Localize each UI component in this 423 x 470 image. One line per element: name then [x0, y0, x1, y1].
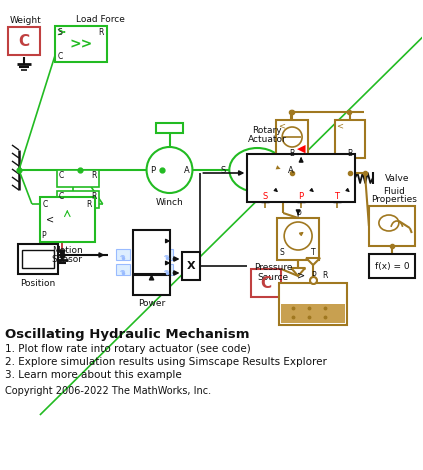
Bar [115, 249, 129, 260]
Text: >>: >> [69, 37, 92, 51]
Text: B: B [347, 149, 352, 157]
Bar [40, 197, 95, 242]
Bar [18, 244, 58, 274]
Bar [369, 206, 415, 246]
Text: 2. Explore simulation results using Simscape Results Explorer: 2. Explore simulation results using Sims… [5, 357, 327, 367]
Text: R: R [91, 171, 96, 180]
Text: <: < [277, 122, 285, 131]
Text: Fluid: Fluid [383, 187, 405, 196]
Bar [156, 123, 184, 133]
Bar [281, 304, 345, 323]
Text: Sensor: Sensor [52, 254, 83, 264]
Text: 3. Learn more about this example: 3. Learn more about this example [5, 370, 182, 380]
Bar [133, 230, 170, 274]
Bar [133, 275, 170, 295]
Text: T: T [311, 248, 316, 257]
Bar [159, 264, 173, 275]
Text: Position: Position [20, 279, 55, 288]
Text: Load Force: Load Force [76, 15, 125, 24]
Text: Actuator: Actuator [248, 134, 287, 143]
Text: Rotary: Rotary [253, 125, 282, 134]
Text: R: R [322, 271, 328, 280]
Polygon shape [291, 268, 305, 276]
Text: P: P [299, 191, 304, 201]
Text: Source: Source [258, 273, 289, 282]
Text: ◀: ◀ [297, 144, 305, 154]
Circle shape [147, 147, 192, 193]
Bar [247, 154, 355, 202]
Text: C: C [261, 275, 272, 290]
Bar [8, 27, 40, 55]
Bar [251, 269, 281, 297]
Polygon shape [306, 258, 320, 265]
Text: P: P [311, 271, 316, 280]
Text: Weight: Weight [10, 16, 42, 24]
Text: C: C [58, 171, 63, 180]
Text: C: C [57, 52, 63, 61]
Ellipse shape [379, 215, 399, 231]
Text: f(x) = 0: f(x) = 0 [374, 261, 409, 271]
Text: S: S [221, 165, 226, 174]
Text: Valve: Valve [385, 173, 409, 182]
Text: P: P [296, 210, 300, 219]
Text: P: P [150, 165, 155, 174]
Text: <: < [337, 122, 343, 131]
Text: <: < [46, 214, 54, 225]
Text: A: A [288, 165, 294, 174]
Ellipse shape [229, 148, 285, 192]
Text: Oscillating Hydraulic Mechanism: Oscillating Hydraulic Mechanism [5, 328, 250, 341]
Text: S: S [58, 28, 62, 37]
Text: P: P [41, 230, 46, 240]
Text: A: A [184, 165, 190, 174]
Bar [57, 170, 99, 187]
Bar [159, 249, 173, 260]
Text: X: X [187, 261, 196, 271]
Text: Properties: Properties [371, 195, 417, 204]
Bar [22, 250, 54, 268]
Bar [277, 218, 319, 260]
Text: Power: Power [138, 299, 165, 308]
Text: Motion: Motion [52, 245, 82, 254]
Bar [55, 26, 107, 62]
Text: Pressure: Pressure [254, 264, 292, 273]
Bar [335, 120, 365, 158]
Text: C: C [42, 199, 47, 209]
Text: R: R [91, 191, 96, 201]
Circle shape [284, 222, 312, 250]
Bar [276, 120, 308, 158]
Text: C: C [58, 191, 63, 201]
Bar [182, 252, 201, 280]
Bar [115, 264, 129, 275]
Text: S: S [280, 248, 285, 257]
Text: B: B [290, 149, 295, 157]
Text: T: T [335, 191, 340, 201]
Bar [369, 254, 415, 278]
Text: R: R [98, 28, 103, 37]
Circle shape [282, 127, 302, 147]
Bar [279, 283, 347, 325]
Text: C: C [18, 33, 30, 48]
Text: S: S [263, 191, 268, 201]
Text: >: > [297, 270, 305, 280]
Text: Winch: Winch [156, 197, 184, 206]
Text: 1. Plot flow rate into rotary actuator (see code): 1. Plot flow rate into rotary actuator (… [5, 344, 251, 354]
Text: R: R [86, 199, 91, 209]
Text: Copyright 2006-2022 The MathWorks, Inc.: Copyright 2006-2022 The MathWorks, Inc. [5, 386, 211, 396]
Bar [57, 191, 99, 208]
